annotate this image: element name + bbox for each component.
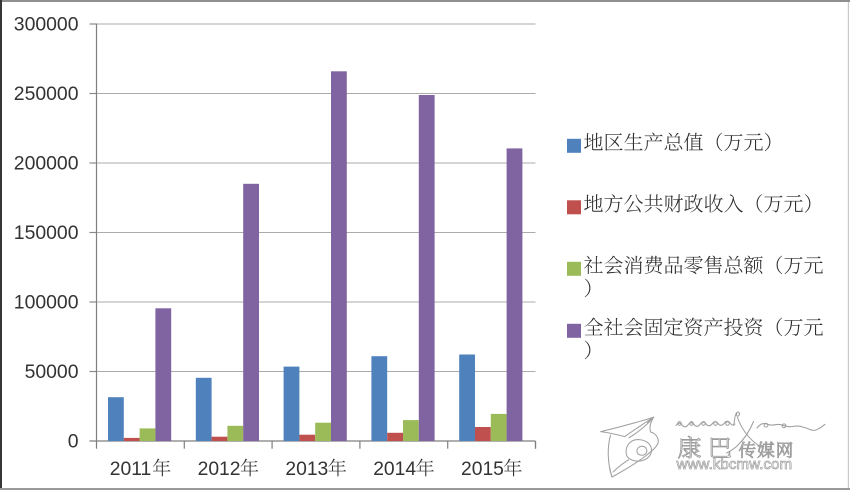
svg-text:150000: 150000 xyxy=(14,222,79,244)
svg-text:2015: 2015 xyxy=(461,459,504,480)
svg-text:300000: 300000 xyxy=(14,13,79,35)
svg-text:2012: 2012 xyxy=(198,459,241,480)
svg-text:100000: 100000 xyxy=(14,291,79,313)
svg-text:0: 0 xyxy=(68,430,79,452)
svg-text:250000: 250000 xyxy=(14,83,79,105)
svg-text:2013: 2013 xyxy=(285,459,328,480)
svg-text:50000: 50000 xyxy=(25,361,79,383)
svg-text:2014: 2014 xyxy=(373,459,416,480)
svg-text:www.kbcmw.com: www.kbcmw.com xyxy=(676,456,793,473)
svg-text:200000: 200000 xyxy=(14,152,79,174)
svg-text:2011: 2011 xyxy=(110,459,151,480)
